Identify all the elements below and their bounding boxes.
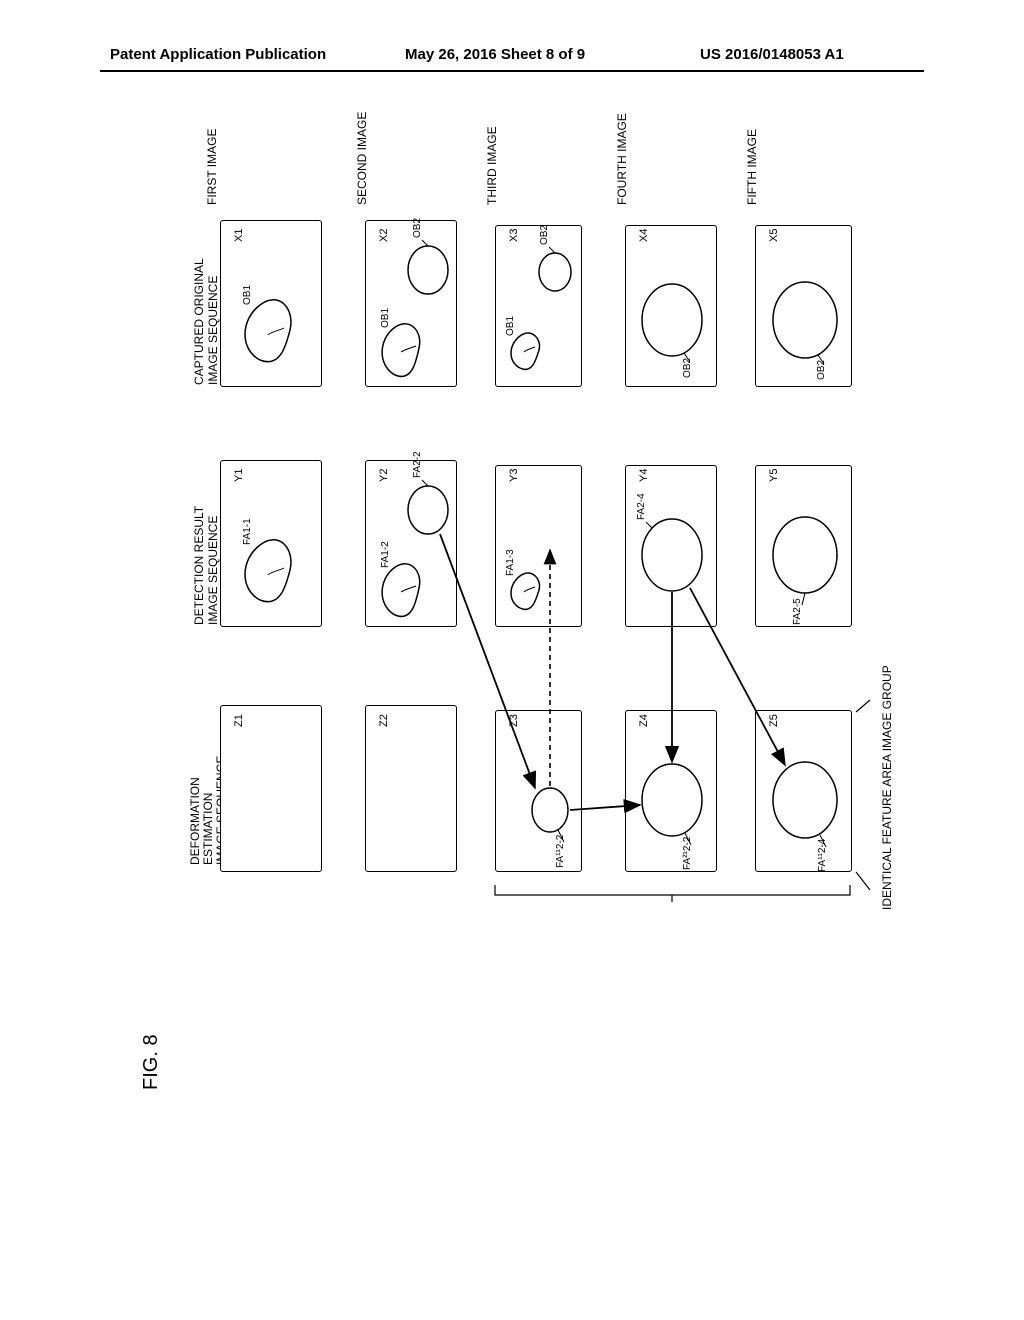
row-label-3b: ESTIMATION bbox=[201, 793, 215, 865]
diagram: FIRST IMAGE SECOND IMAGE THIRD IMAGE FOU… bbox=[180, 150, 900, 1150]
header-left: Patent Application Publication bbox=[110, 46, 326, 63]
tile-x5 bbox=[755, 225, 852, 387]
tile-y1 bbox=[220, 460, 322, 627]
id-x5: X5 bbox=[768, 229, 780, 242]
row-label-2b: IMAGE SEQUENCE bbox=[206, 516, 220, 625]
tile-z2 bbox=[365, 705, 457, 872]
tile-x1 bbox=[220, 220, 322, 387]
tile-y4 bbox=[625, 465, 717, 627]
tile-x2 bbox=[365, 220, 457, 387]
group-pointer-1 bbox=[856, 872, 870, 890]
tile-z3 bbox=[495, 710, 582, 872]
tile-y3 bbox=[495, 465, 582, 627]
tile-z1 bbox=[220, 705, 322, 872]
figure-label: FIG. 8 bbox=[140, 1034, 163, 1090]
col-header-3: THIRD IMAGE bbox=[485, 126, 499, 205]
id-y1: Y1 bbox=[233, 469, 245, 482]
group-label: IDENTICAL FEATURE AREA IMAGE GROUP bbox=[880, 665, 894, 910]
row-label-2a: DETECTION RESULT bbox=[192, 506, 206, 625]
header-right: US 2016/0148053 A1 bbox=[700, 46, 844, 63]
id-y3: Y3 bbox=[508, 469, 520, 482]
id-x3: X3 bbox=[508, 229, 520, 242]
id-x4: X4 bbox=[638, 229, 650, 242]
group-pointer-2 bbox=[856, 700, 870, 712]
id-z3: Z3 bbox=[508, 714, 520, 727]
tile-y5 bbox=[755, 465, 852, 627]
id-z2: Z2 bbox=[378, 714, 390, 727]
id-x1: X1 bbox=[233, 229, 245, 242]
row-label-1b: IMAGE SEQUENCE bbox=[206, 276, 220, 385]
tile-z4 bbox=[625, 710, 717, 872]
tile-z5 bbox=[755, 710, 852, 872]
tile-x4 bbox=[625, 225, 717, 387]
row-label-3a: DEFORMATION bbox=[188, 777, 202, 865]
col-header-4: FOURTH IMAGE bbox=[615, 113, 629, 205]
col-header-5: FIFTH IMAGE bbox=[745, 129, 759, 205]
col-header-2: SECOND IMAGE bbox=[355, 112, 369, 205]
page-header: Patent Application Publication May 26, 2… bbox=[0, 46, 1024, 70]
page: Patent Application Publication May 26, 2… bbox=[0, 0, 1024, 1320]
id-z5: Z5 bbox=[768, 714, 780, 727]
id-y4: Y4 bbox=[638, 469, 650, 482]
tile-y2 bbox=[365, 460, 457, 627]
id-x2: X2 bbox=[378, 229, 390, 242]
id-z4: Z4 bbox=[638, 714, 650, 727]
col-header-1: FIRST IMAGE bbox=[205, 129, 219, 205]
tile-x3 bbox=[495, 225, 582, 387]
group-bracket bbox=[495, 885, 850, 895]
id-y5: Y5 bbox=[768, 469, 780, 482]
header-center: May 26, 2016 Sheet 8 of 9 bbox=[405, 46, 585, 63]
id-z1: Z1 bbox=[233, 714, 245, 727]
header-rule bbox=[100, 70, 924, 72]
id-y2: Y2 bbox=[378, 469, 390, 482]
row-label-1a: CAPTURED ORIGINAL bbox=[192, 258, 206, 385]
